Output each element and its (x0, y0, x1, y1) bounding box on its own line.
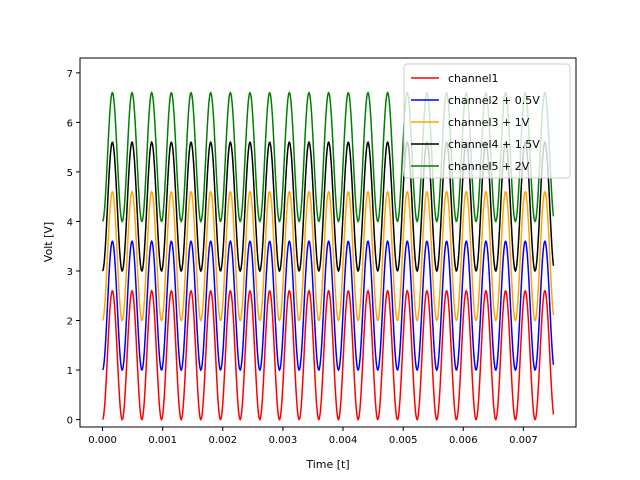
x-tick-label: 0.002 (208, 435, 237, 446)
legend-label: channel2 + 0.5V (448, 94, 540, 107)
x-tick-label: 0.001 (148, 435, 177, 446)
series-line-4 (101, 140, 555, 273)
axes-frame (79, 57, 577, 428)
y-tick-label: 1 (67, 366, 73, 377)
legend-label: channel1 (448, 72, 499, 85)
y-tick-label: 5 (67, 168, 73, 179)
y-tick-label: 3 (67, 267, 73, 278)
x-tick-label: 0.004 (329, 435, 358, 446)
y-axis-label: Volt [V] (42, 222, 55, 262)
y-tick-label: 7 (67, 69, 73, 80)
legend-box (403, 63, 571, 179)
legend-label: channel3 + 1V (448, 116, 530, 129)
y-tick-label: 6 (67, 118, 73, 129)
series-layer (101, 91, 555, 422)
x-tick-label: 0.005 (389, 435, 418, 446)
series-line-2 (101, 239, 555, 372)
y-tick-label: 4 (67, 217, 73, 228)
y-tick-label: 0 (67, 416, 73, 427)
x-tick-label: 0.003 (269, 435, 298, 446)
series-line-1 (101, 289, 555, 422)
x-tick-label: 0.006 (449, 435, 478, 446)
legend-label: channel5 + 2V (448, 160, 530, 173)
x-axis-label: Time [t] (305, 458, 349, 471)
legend: channel1 channel2 + 0.5V channel3 + 1V chan… (403, 63, 571, 179)
y-tick-label: 2 (67, 317, 73, 328)
x-tick-label: 0.000 (88, 435, 117, 446)
series-line-3 (101, 190, 555, 322)
x-axis-ticks: 0.000 0.001 0.002 0.003 0.004 0.005 0.006 0.007 (88, 427, 538, 446)
y-axis-ticks: 0 1 2 3 4 5 6 7 (67, 69, 80, 427)
legend-label: channel4 + 1.5V (448, 138, 540, 151)
series-line-5 (101, 91, 555, 223)
x-tick-label: 0.007 (509, 435, 538, 446)
